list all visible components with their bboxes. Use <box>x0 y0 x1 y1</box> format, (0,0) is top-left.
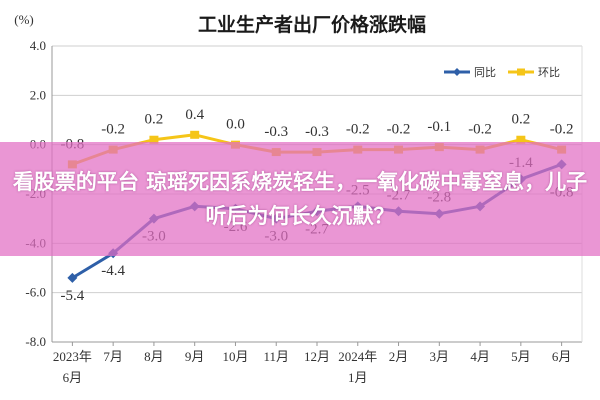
x-tick-label: 4月 <box>470 349 490 364</box>
x-tick-label: 5月 <box>511 349 531 364</box>
y-tick-label: 4.0 <box>30 38 46 53</box>
x-tick-label: 9月 <box>185 349 205 364</box>
x-tick-label: 10月 <box>222 349 248 364</box>
y-axis-unit: (%) <box>14 12 34 27</box>
x-tick-label: 6月 <box>63 370 83 385</box>
data-label-mom: -0.2 <box>387 122 411 138</box>
x-tick-label: 11月 <box>263 349 289 364</box>
headline-text[interactable]: 看股票的平台 琼瑶死因系烧炭轻生，一氧化碳中毒窒息，儿子听后为何长久沉默？ <box>12 170 588 228</box>
x-tick-label: 3月 <box>430 349 450 364</box>
data-label-mom: -0.2 <box>346 122 370 138</box>
x-tick-label: 1月 <box>348 370 368 385</box>
data-label-mom: -0.2 <box>550 122 574 138</box>
x-tick-label: 8月 <box>144 349 164 364</box>
data-point-mom <box>149 135 159 144</box>
y-tick-label: -6.0 <box>25 285 46 300</box>
x-tick-label: 6月 <box>552 349 572 364</box>
data-label-mom: -0.1 <box>427 119 451 135</box>
data-point-yoy <box>67 272 78 283</box>
chart-title: 工业生产者出厂价格涨跌幅 <box>198 13 426 36</box>
legend-label: 环比 <box>538 66 560 79</box>
headline-banner[interactable]: 看股票的平台 琼瑶死因系烧炭轻生，一氧化碳中毒窒息，儿子听后为何长久沉默？ <box>0 142 600 256</box>
legend-label: 同比 <box>474 66 496 79</box>
x-tick-label: 7月 <box>103 349 123 364</box>
x-tick-label: 2月 <box>389 349 409 364</box>
data-point-mom <box>516 135 526 144</box>
data-label-mom: -0.2 <box>101 122 125 138</box>
x-tick-label: 12月 <box>304 349 330 364</box>
y-tick-label: -8.0 <box>25 334 46 349</box>
legend-marker <box>453 68 461 76</box>
data-label-mom: 0.0 <box>226 117 245 133</box>
data-label-mom: 0.2 <box>511 112 530 128</box>
x-tick-label: 2023年 <box>53 349 92 364</box>
data-label-mom: -0.3 <box>264 124 288 140</box>
chart-legend: 同比 环比 <box>444 66 560 79</box>
data-label-mom: -0.2 <box>468 122 492 138</box>
x-axis: 2023年 6月 7月 8月 9月 10月 11月 12月 2024年 1月 2月 3月 4月 5月 6月 <box>53 342 571 385</box>
data-label-mom: 0.4 <box>185 107 204 123</box>
legend-marker <box>517 68 525 76</box>
data-label-mom: 0.2 <box>145 112 164 128</box>
data-label-yoy: -4.4 <box>101 263 125 279</box>
y-tick-label: 2.0 <box>30 87 46 102</box>
data-label-mom: -0.3 <box>305 124 329 140</box>
data-point-mom <box>190 130 200 139</box>
x-tick-label: 2024年 <box>338 349 377 364</box>
data-label-yoy: -5.4 <box>61 288 85 304</box>
